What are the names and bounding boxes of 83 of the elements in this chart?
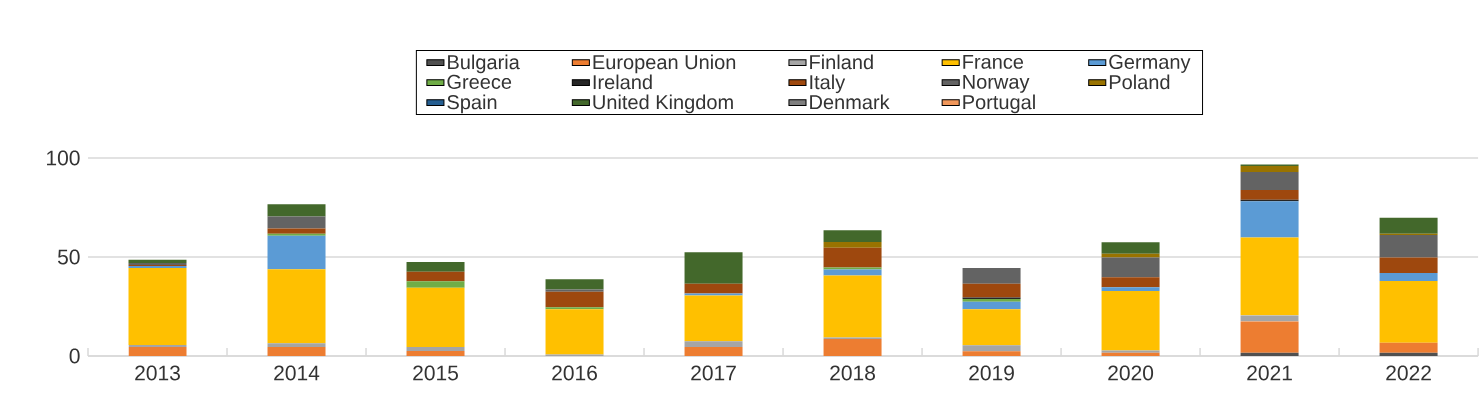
bar [823, 269, 882, 276]
y-tick-label: 50 [57, 249, 80, 265]
legend-label: Denmark [810, 94, 890, 110]
bar [406, 347, 465, 352]
bar [1101, 277, 1160, 288]
bar [962, 309, 1021, 346]
bar [962, 351, 1021, 356]
bar [962, 345, 1021, 352]
bar [1379, 342, 1438, 353]
bar [684, 295, 743, 342]
bar [1240, 237, 1299, 316]
x-tick-label: 2013 [135, 365, 180, 381]
bar [545, 291, 604, 308]
x-tick-label: 2014 [274, 365, 320, 381]
legend-label: Poland [1109, 74, 1170, 90]
bar [962, 283, 1021, 298]
bar [1379, 280, 1438, 343]
bar [1101, 242, 1160, 254]
bar [1240, 201, 1299, 238]
bar [962, 301, 1021, 310]
bar [1240, 190, 1299, 200]
bar [545, 289, 604, 292]
bar [1240, 165, 1299, 173]
legend-label: Bulgaria [448, 54, 520, 74]
y-tick-label: 0 [69, 348, 80, 364]
y-tick-label: 100 [47, 150, 80, 166]
bar [1379, 217, 1438, 234]
bar [1240, 352, 1299, 356]
x-tick-label: 2021 [1247, 365, 1292, 381]
bar [1379, 235, 1438, 258]
bar [684, 341, 743, 348]
bar [823, 241, 882, 248]
bar [267, 228, 326, 234]
bar [545, 309, 604, 355]
bar [684, 347, 743, 356]
bar [406, 271, 465, 282]
x-tick-label: 2019 [969, 365, 1014, 381]
x-tick-label: 2017 [691, 365, 736, 381]
bar [406, 281, 465, 288]
x-tick-label: 2016 [552, 365, 597, 381]
bar [823, 230, 882, 242]
bar [406, 261, 465, 272]
bar [1101, 287, 1160, 292]
bar [1240, 321, 1299, 353]
legend-label: Greece [447, 74, 512, 89]
legend-label: Germany [1109, 54, 1191, 73]
bar [406, 351, 465, 356]
bar [1101, 291, 1160, 351]
bar [267, 343, 326, 348]
legend-label: Finland [810, 54, 873, 70]
legend-label: European Union [593, 54, 736, 74]
bar [128, 347, 187, 356]
bar [823, 247, 882, 268]
legend-label: United Kingdom [593, 94, 733, 114]
legend-label: Norway [963, 74, 1030, 93]
legend-label: Italy [810, 74, 846, 94]
bar [267, 204, 326, 217]
bar [1240, 172, 1299, 191]
legend-label: Ireland [593, 74, 652, 90]
bar [267, 235, 326, 270]
x-tick-label: 2015 [413, 365, 458, 381]
legend-label: France [963, 54, 1024, 69]
bar [545, 279, 604, 290]
legend-label: Portugal [963, 94, 1035, 114]
x-tick-label: 2018 [830, 365, 875, 381]
bar [128, 267, 187, 346]
x-tick-label: 2020 [1108, 365, 1154, 381]
bar [267, 347, 326, 356]
bar [1379, 352, 1438, 356]
bar [406, 287, 465, 348]
bar [1101, 253, 1160, 258]
bar [1379, 257, 1438, 274]
bar [1101, 257, 1160, 278]
bar [962, 267, 1021, 284]
bar [1379, 273, 1438, 281]
bar [823, 275, 882, 338]
legend-label: Spain [447, 94, 497, 114]
bar [267, 269, 326, 344]
bar [267, 216, 326, 229]
x-tick-label: 2022 [1386, 365, 1431, 381]
bar [684, 283, 743, 294]
bar [684, 252, 743, 284]
bar [823, 338, 882, 356]
